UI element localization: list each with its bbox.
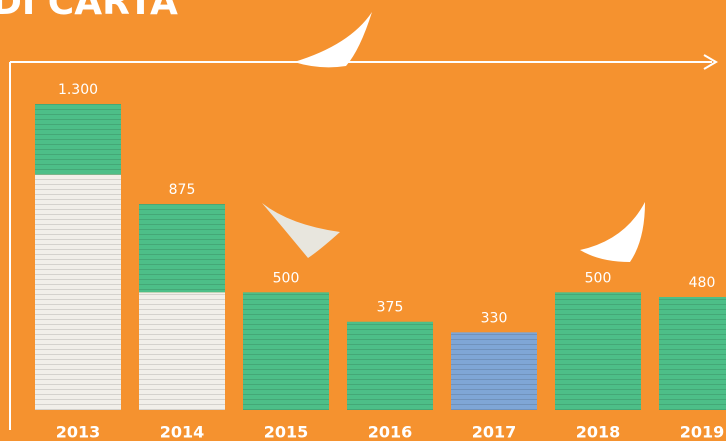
x-tick-label: 2018 — [576, 423, 621, 441]
paper-texture — [139, 292, 225, 410]
value-label: 500 — [273, 270, 300, 286]
value-label: 500 — [585, 270, 612, 286]
chart: DI CARTA 1.300 2013 875 2014 500 2015 375 2016 3… — [0, 0, 726, 441]
value-label: 375 — [377, 300, 404, 316]
x-tick-label: 2014 — [160, 423, 205, 441]
paper-texture — [243, 292, 329, 410]
value-label: 875 — [169, 182, 196, 198]
paper-texture — [35, 104, 121, 175]
x-tick-label: 2013 — [56, 423, 101, 441]
paper-texture — [347, 322, 433, 410]
paper-texture — [555, 292, 641, 410]
paper-texture — [139, 204, 225, 292]
x-tick-label: 2017 — [472, 423, 517, 441]
value-label: 1.300 — [58, 82, 98, 98]
x-tick-label: 2015 — [264, 423, 309, 441]
value-label: 330 — [481, 310, 508, 326]
x-tick-label: 2019 — [680, 423, 725, 441]
chart-title: DI CARTA — [0, 0, 178, 23]
paper-texture — [35, 175, 121, 410]
paper-texture — [659, 297, 726, 410]
value-label: 480 — [689, 275, 716, 291]
x-tick-label: 2016 — [368, 423, 413, 441]
paper-texture — [451, 332, 537, 410]
